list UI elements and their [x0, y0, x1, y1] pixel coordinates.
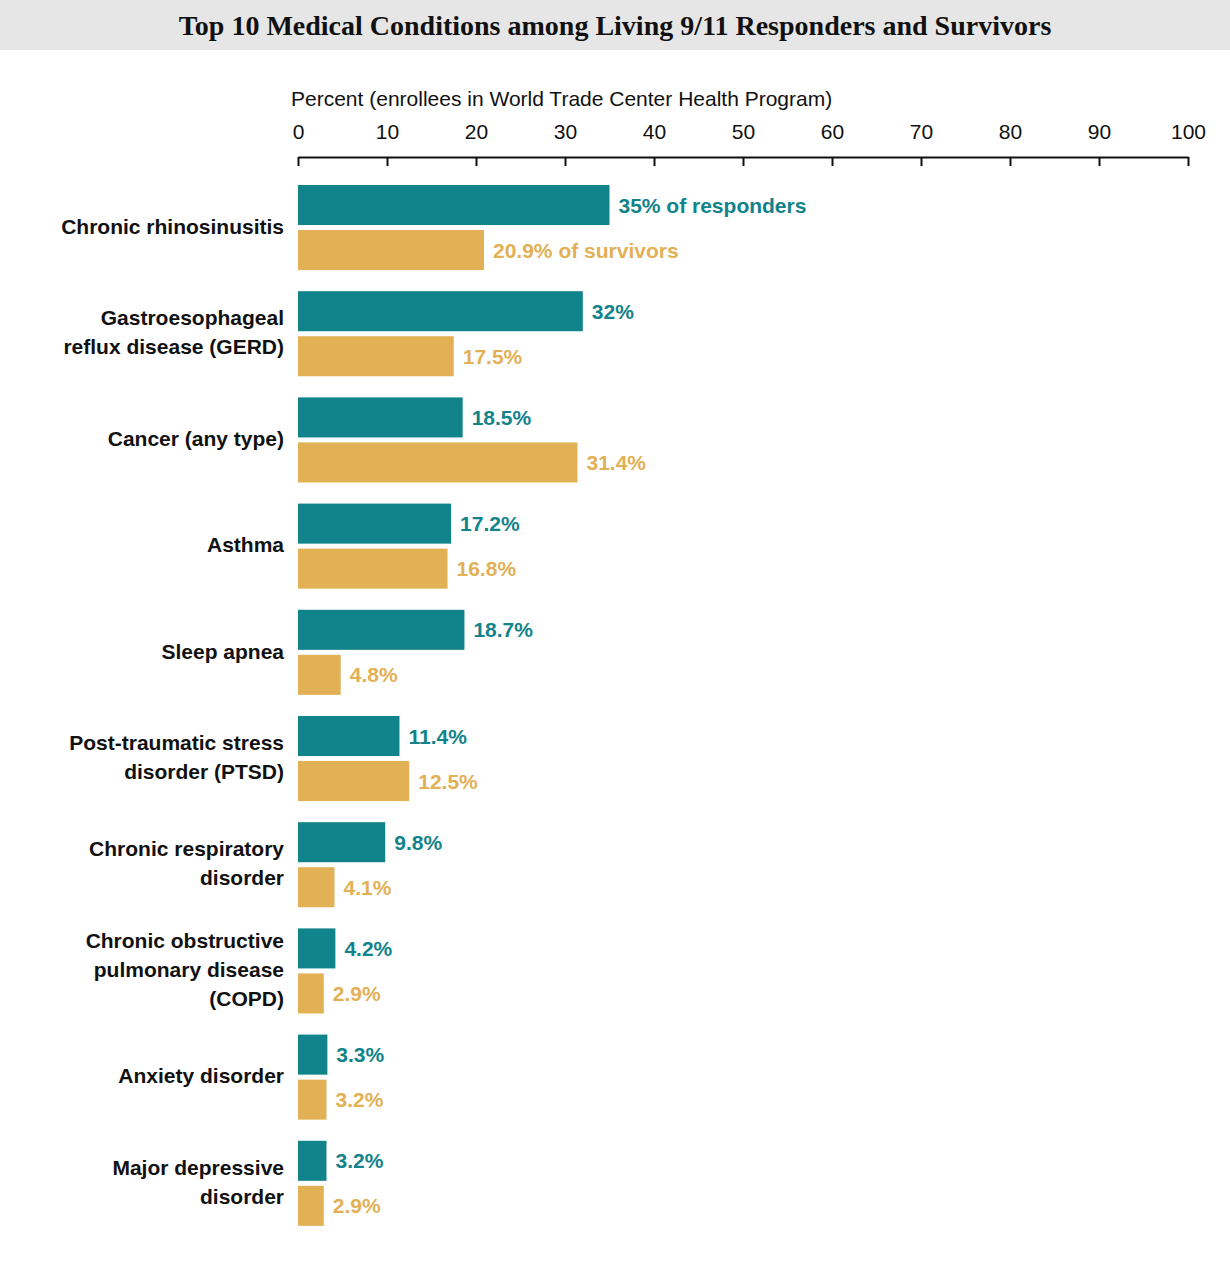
bars [298, 185, 610, 1226]
tick-mark [743, 157, 745, 166]
data-label: 16.8% [457, 557, 517, 580]
data-label: 4.2% [344, 937, 392, 960]
data-label: 2.9% [333, 1194, 381, 1217]
bar [298, 230, 484, 270]
data-label: 3.3% [336, 1043, 384, 1066]
tick: 60 [821, 120, 844, 166]
bar [298, 185, 610, 225]
category-label: Chronic respiratorydisorder [89, 837, 284, 889]
bar [298, 716, 399, 756]
tick-label: 50 [732, 120, 755, 143]
tick-mark [1099, 157, 1101, 166]
tick-label: 30 [554, 120, 577, 143]
tick: 0 [293, 120, 305, 166]
tick-mark [298, 157, 300, 166]
category-label: Post-traumatic stressdisorder (PTSD) [69, 731, 284, 783]
category-label: Chronic rhinosinusitis [61, 215, 284, 238]
bar [298, 549, 448, 589]
tick-label: 100 [1171, 120, 1206, 143]
data-label: 20.9% of survivors [493, 239, 679, 262]
tick: 90 [1088, 120, 1111, 166]
tick-mark [654, 157, 656, 166]
bar [298, 655, 341, 695]
bar [298, 1186, 324, 1226]
title-band [0, 0, 1230, 50]
title: Top 10 Medical Conditions among Living 9… [179, 10, 1052, 41]
bar [298, 610, 464, 650]
tick: 30 [554, 120, 577, 166]
tick: 20 [465, 120, 488, 166]
tick-mark [1188, 157, 1190, 166]
bar [298, 397, 463, 437]
data-label: 4.8% [350, 663, 398, 686]
data-label: 12.5% [418, 770, 478, 793]
bar [298, 442, 577, 482]
tick-label: 40 [643, 120, 666, 143]
data-label: 17.5% [463, 345, 523, 368]
chart: Top 10 Medical Conditions among Living 9… [0, 0, 1230, 1271]
data-label: 18.7% [473, 618, 533, 641]
tick-label: 10 [376, 120, 399, 143]
bar [298, 928, 335, 968]
bar [298, 1080, 326, 1120]
category-label: Sleep apnea [161, 640, 284, 663]
bar [298, 504, 451, 544]
tick-label: 0 [293, 120, 305, 143]
tick-label: 80 [999, 120, 1022, 143]
x-axis: 0 10 20 30 40 50 60 70 80 90 100 [293, 120, 1206, 166]
data-label: 4.1% [343, 876, 391, 899]
bar [298, 822, 385, 862]
category-label: Asthma [207, 533, 284, 556]
bar [298, 973, 324, 1013]
bar [298, 336, 454, 376]
tick-label: 90 [1088, 120, 1111, 143]
tick: 10 [376, 120, 399, 166]
data-label: 35% of responders [619, 194, 807, 217]
data-label: 3.2% [335, 1149, 383, 1172]
data-label: 11.4% [408, 725, 467, 748]
tick: 80 [999, 120, 1022, 166]
tick-label: 70 [910, 120, 933, 143]
bar [298, 1141, 326, 1181]
tick: 100 [1171, 120, 1206, 166]
axis-title: Percent (enrollees in World Trade Center… [291, 87, 832, 110]
bar [298, 761, 409, 801]
data-label: 32% [592, 300, 634, 323]
labels: Chronic rhinosinusitis Gastroesophagealre… [61, 194, 806, 1218]
category-label: Cancer (any type) [108, 427, 284, 450]
tick: 50 [732, 120, 755, 166]
tick-label: 60 [821, 120, 844, 143]
data-label: 18.5% [472, 406, 532, 429]
tick-mark [387, 157, 389, 166]
data-label: 9.8% [394, 831, 442, 854]
category-label: Major depressivedisorder [112, 1156, 284, 1208]
tick-mark [921, 157, 923, 166]
bar [298, 291, 583, 331]
data-label: 31.4% [586, 451, 646, 474]
bar [298, 867, 334, 907]
tick-mark [476, 157, 478, 166]
data-label: 3.2% [335, 1088, 383, 1111]
tick-mark [565, 157, 567, 166]
tick: 70 [910, 120, 933, 166]
tick-mark [832, 157, 834, 166]
data-label: 17.2% [460, 512, 520, 535]
category-label: Anxiety disorder [118, 1064, 284, 1087]
bar [298, 1035, 327, 1075]
category-label: Gastroesophagealreflux disease (GERD) [63, 306, 284, 358]
category-label: Chronic obstructivepulmonary disease(COP… [86, 929, 284, 1010]
data-label: 2.9% [333, 982, 381, 1005]
tick: 40 [643, 120, 666, 166]
tick-mark [1010, 157, 1012, 166]
tick-label: 20 [465, 120, 488, 143]
